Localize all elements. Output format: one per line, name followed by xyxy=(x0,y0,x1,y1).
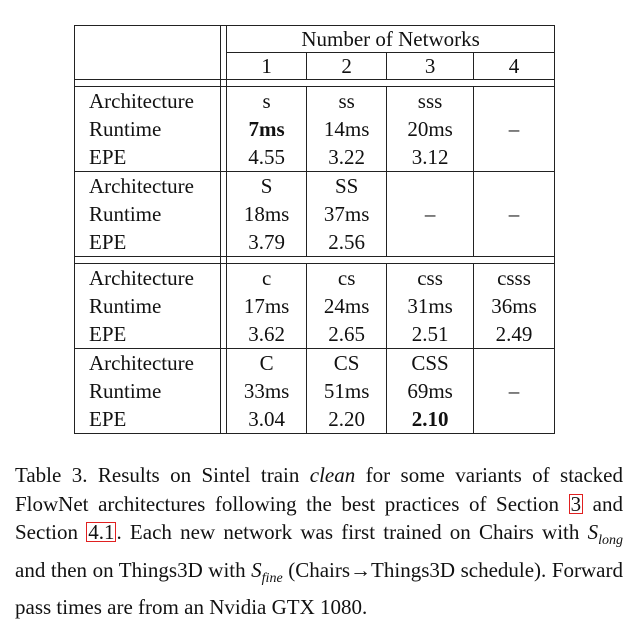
table-cell: 2.10 xyxy=(386,405,474,434)
caption-emphasis: clean xyxy=(309,463,356,487)
table-cell: 2.51 xyxy=(386,320,474,349)
row-label: Architecture xyxy=(73,348,221,377)
row-label: EPE xyxy=(73,320,221,349)
table-cell: CS xyxy=(306,348,387,377)
section-ref-link[interactable]: 3 xyxy=(568,491,584,516)
caption-text: for some variants of stacked FlowNet arc… xyxy=(15,463,623,516)
table-cell: 14ms xyxy=(306,115,387,143)
table-row: EPE 3.04 2.20 2.10 xyxy=(73,405,556,434)
table-cell: csss xyxy=(472,263,556,292)
row-label: Runtime xyxy=(73,292,221,320)
table-cell: S xyxy=(260,174,273,198)
table-cell: ss xyxy=(306,86,387,115)
table-row: Architecture S SS xyxy=(73,171,556,200)
row-label: Runtime xyxy=(73,115,221,143)
table-cell xyxy=(472,143,556,172)
results-table-container: Number of Networks 1 2 3 4 Architecture … xyxy=(73,25,556,434)
column-header: 3 xyxy=(386,52,474,80)
caption-text: and Section xyxy=(15,491,624,545)
table-cell: 4.55 xyxy=(226,143,307,172)
table-cell: 3.12 xyxy=(386,143,474,172)
table-cell: 3.22 xyxy=(306,143,387,172)
table-cell: 18ms xyxy=(243,202,290,226)
group-header: Number of Networks xyxy=(226,25,555,53)
table-cell: 24ms xyxy=(306,292,387,320)
table-cell: 20ms xyxy=(386,115,474,143)
row-label: Architecture xyxy=(73,263,221,292)
table-cell: 31ms xyxy=(386,292,474,320)
results-table: Number of Networks 1 2 3 4 Architecture … xyxy=(73,25,556,434)
math-subscript: fine xyxy=(261,570,283,586)
row-label: Architecture xyxy=(73,171,221,200)
header-row-columns: 1 2 3 4 xyxy=(73,52,556,80)
table-cell: c xyxy=(261,266,272,290)
table-cell xyxy=(386,171,474,200)
table-cell: – xyxy=(472,200,556,228)
column-header: 1 xyxy=(226,52,307,80)
table-cell xyxy=(472,171,556,200)
table-cell: 37ms xyxy=(306,200,387,228)
table-cell xyxy=(386,228,474,257)
caption-text: (Chairs→Things3D schedule). Forward pass… xyxy=(15,557,623,620)
section-ref-link[interactable]: 4.1 xyxy=(86,520,117,544)
table-caption: Table 3. Results on Sintel train clean f… xyxy=(15,461,623,622)
math-subscript: long xyxy=(598,533,623,548)
math-symbol: S xyxy=(251,557,262,582)
table-cell: CSS xyxy=(386,348,474,377)
table-row: Runtime 18ms 37ms – – xyxy=(73,200,556,228)
caption-text: . Each new network was first trained on … xyxy=(116,520,588,544)
column-header: 4 xyxy=(472,52,556,80)
table-row: Runtime 7ms 14ms 20ms – xyxy=(73,115,556,143)
row-label: EPE xyxy=(73,228,221,257)
table-cell: 7ms xyxy=(248,117,285,141)
caption-text: Table 3. Results on Sintel train xyxy=(15,463,310,487)
row-label: Runtime xyxy=(73,377,221,405)
table-cell: 3.04 xyxy=(226,405,307,434)
table-cell: 2.49 xyxy=(472,320,556,349)
table-cell: SS xyxy=(306,171,387,200)
table-cell: – xyxy=(472,377,556,405)
table-cell: – xyxy=(472,115,556,143)
table-cell: 69ms xyxy=(386,377,474,405)
table-row: Architecture C CS CSS xyxy=(73,348,556,377)
header-row-group: Number of Networks xyxy=(73,25,555,53)
table-cell: C xyxy=(259,351,274,375)
table-cell xyxy=(472,405,556,434)
table-cell: – xyxy=(386,200,474,228)
table-cell xyxy=(472,348,556,377)
table-cell: 17ms xyxy=(243,294,290,318)
table-cell xyxy=(472,228,556,257)
table-cell xyxy=(472,86,556,115)
table-cell: 3.79 xyxy=(226,228,307,257)
table-row: Architecture s ss sss xyxy=(73,86,556,115)
table-cell: cs xyxy=(306,263,387,292)
table-row: Runtime 17ms 24ms 31ms 36ms xyxy=(73,292,556,320)
table-cell: s xyxy=(262,89,271,113)
table-row: Runtime 33ms 51ms 69ms – xyxy=(73,377,556,405)
table-row: EPE 4.55 3.22 3.12 xyxy=(73,143,556,172)
table-cell: 51ms xyxy=(306,377,387,405)
row-label: EPE xyxy=(73,405,221,434)
table-row: Architecture c cs css csss xyxy=(73,263,556,292)
table-cell: 2.65 xyxy=(306,320,387,349)
table-cell: 3.62 xyxy=(226,320,307,349)
table-cell: 2.56 xyxy=(306,228,387,257)
table-cell: 36ms xyxy=(472,292,556,320)
row-label: Runtime xyxy=(73,200,221,228)
caption-text: and then on Things3D with xyxy=(15,557,252,582)
column-header: 2 xyxy=(306,52,387,80)
table-cell: 2.20 xyxy=(306,405,387,434)
table-cell: 33ms xyxy=(243,379,290,403)
row-label: Architecture xyxy=(73,86,221,115)
table-row: EPE 3.79 2.56 xyxy=(73,228,556,257)
row-label: EPE xyxy=(73,143,221,172)
table-cell: css xyxy=(386,263,474,292)
math-symbol: S xyxy=(587,520,599,544)
table-cell: sss xyxy=(386,86,474,115)
table-row: EPE 3.62 2.65 2.51 2.49 xyxy=(73,320,556,349)
